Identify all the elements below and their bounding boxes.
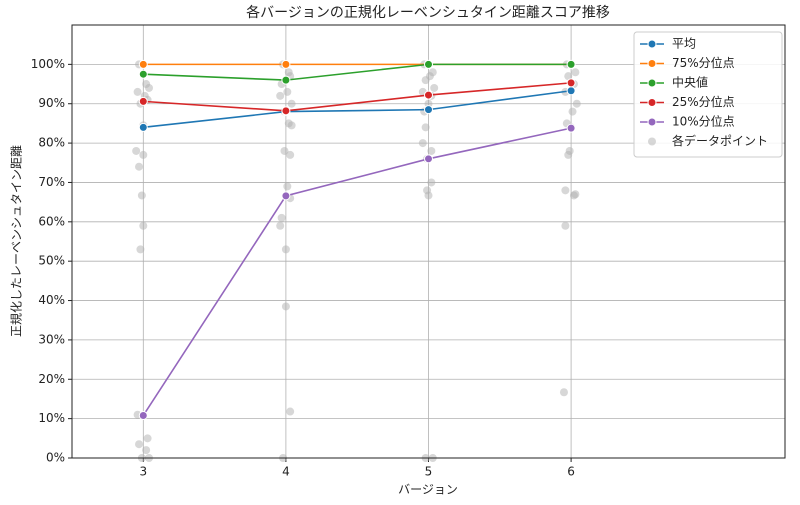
data-point [276, 221, 285, 230]
series-marker [424, 154, 433, 164]
data-point [418, 139, 427, 148]
legend-marker [647, 98, 657, 107]
data-point [132, 146, 141, 155]
y-tick-label: 30% [38, 332, 65, 346]
plot-frame [71, 24, 786, 459]
data-point [143, 434, 152, 443]
data-point [421, 123, 430, 132]
data-point [276, 91, 285, 100]
data-point [136, 245, 145, 254]
data-point [561, 221, 570, 230]
data-point [283, 87, 292, 96]
series-marker [424, 105, 433, 115]
series-line [143, 82, 572, 112]
data-point [139, 150, 148, 159]
legend-label: 75%分位点 [672, 55, 735, 70]
chart-title: 各バージョンの正規化レーベンシュタイン距離スコア推移 [246, 4, 610, 21]
legend-label: 中央値 [672, 75, 708, 90]
data-point [571, 68, 580, 77]
data-point [280, 146, 289, 155]
series-marker [138, 122, 148, 132]
data-point [135, 440, 144, 449]
data-point [139, 221, 148, 230]
legend-label: 各データポイント [672, 133, 768, 148]
data-point [572, 99, 581, 108]
legend-label: 10%分位点 [672, 114, 735, 129]
legend-marker [647, 78, 657, 88]
data-point [559, 388, 568, 397]
x-axis-label: バージョン [398, 483, 458, 497]
series-line [142, 127, 572, 416]
legend-label: 25%分位点 [672, 94, 735, 109]
y-tick-label: 50% [38, 254, 65, 268]
data-point [135, 162, 144, 171]
data-point [142, 446, 151, 455]
legend-marker [647, 39, 657, 49]
series-marker [138, 410, 148, 420]
legend-box [633, 31, 783, 158]
data-point [286, 407, 295, 416]
series-marker [138, 59, 148, 69]
data-point [564, 72, 573, 81]
data-point [281, 245, 290, 254]
x-tick-label: 4 [282, 465, 290, 479]
series-marker [424, 59, 433, 69]
data-point [568, 107, 577, 116]
y-tick-label: 70% [38, 175, 65, 189]
series-marker [138, 96, 148, 106]
data-point [569, 191, 578, 200]
series-marker [281, 75, 291, 85]
series-marker [281, 59, 291, 69]
data-point [421, 76, 430, 85]
data-point [427, 178, 436, 187]
series-marker [566, 123, 576, 133]
series-marker [424, 90, 433, 100]
data-point [283, 182, 292, 191]
x-tick-label: 3 [139, 465, 147, 479]
y-tick-label: 10% [38, 411, 65, 425]
data-point [277, 213, 286, 222]
series-marker [281, 106, 291, 116]
data-point [561, 186, 570, 195]
data-point [287, 121, 296, 130]
series-line [143, 89, 572, 129]
data-point [430, 83, 439, 92]
y-tick-label: 80% [38, 136, 65, 150]
data-point [427, 146, 436, 155]
y-tick-label: 60% [38, 214, 65, 228]
x-tick-label: 5 [425, 465, 433, 479]
series-marker [138, 69, 148, 79]
series-marker [281, 191, 291, 201]
legend-marker [648, 137, 656, 146]
y-tick-label: 90% [38, 96, 65, 110]
y-tick-label: 20% [38, 372, 65, 386]
legend-marker [647, 117, 657, 127]
series-marker [566, 59, 576, 69]
series-marker [566, 78, 576, 88]
legend-label: 平均 [672, 37, 696, 51]
x-tick-label: 6 [567, 465, 575, 479]
data-point [424, 191, 433, 200]
y-axis-label: 正規化したレーベンシュタイン距離 [9, 145, 24, 337]
data-point [137, 191, 146, 200]
data-point [286, 150, 295, 159]
series-line [143, 63, 572, 81]
data-point [133, 87, 142, 96]
y-tick-label: 100% [31, 57, 65, 71]
y-tick-label: 0% [46, 451, 65, 465]
data-point [145, 83, 154, 92]
data-point [281, 302, 290, 311]
y-tick-label: 40% [38, 293, 65, 307]
legend-marker [647, 59, 657, 68]
data-point [564, 150, 573, 159]
data-point [287, 99, 296, 108]
series-marker [566, 86, 576, 96]
